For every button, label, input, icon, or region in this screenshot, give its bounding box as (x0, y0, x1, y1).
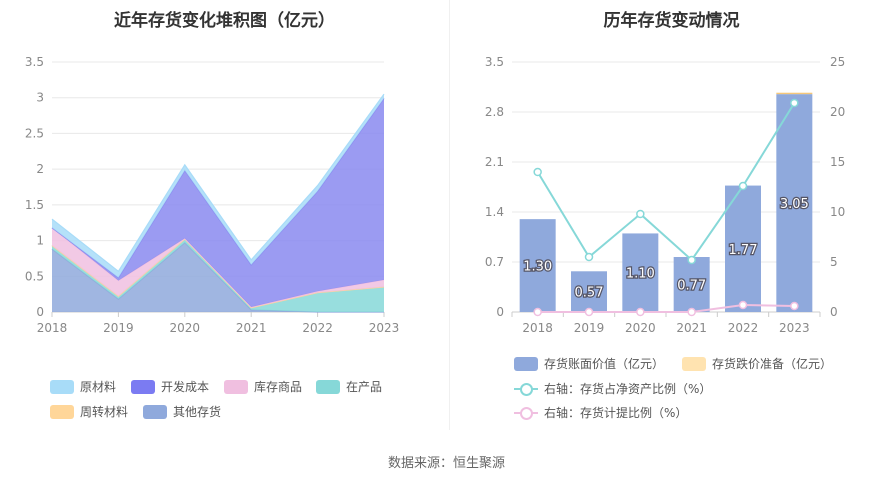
legend-label: 存货跌价准备（亿元） (712, 357, 833, 371)
line-point (738, 181, 748, 191)
legend-label: 其他存货 (173, 405, 222, 419)
line-point (584, 307, 594, 317)
x-tick-label: 2020 (170, 321, 201, 335)
legend-swatch (50, 379, 74, 394)
line-point (636, 307, 645, 317)
legend-item-work-in-progress[interactable]: 在产品 (316, 378, 382, 395)
legend-swatch (143, 404, 167, 419)
x-tick-label: 2023 (779, 321, 810, 335)
y2-tick-label: 25 (830, 55, 845, 69)
y2-tick-label: 0 (830, 305, 838, 319)
legend-label: 原材料 (80, 380, 117, 394)
legend-label: 右轴：存货计提比例（%） (544, 406, 688, 420)
line-point (533, 307, 542, 317)
bar-chart-title: 历年存货变动情况 (603, 11, 740, 31)
x-tick-label: 2021 (676, 321, 707, 335)
legend-swatch (131, 379, 155, 394)
line-point (584, 252, 594, 262)
x-tick-label: 2021 (236, 321, 267, 335)
legend-label: 右轴：存货占净资产比例（%） (544, 382, 712, 396)
y-tick-label: 1.5 (25, 198, 44, 212)
legend-item-turnover-materials[interactable]: 周转材料 (50, 403, 128, 420)
y-tick-label: 1.4 (485, 205, 504, 219)
y-tick-label: 0.5 (25, 269, 44, 283)
legend-item-inventory-goods[interactable]: 库存商品 (224, 378, 302, 395)
y2-tick-label: 15 (830, 155, 845, 169)
panel-divider (449, 0, 450, 430)
y-tick-label: 0 (496, 305, 504, 319)
y2-tick-label: 5 (830, 255, 838, 269)
legend-item-book-value[interactable]: 存货账面价值（亿元） (514, 355, 664, 372)
bar-data-label: 0.77 (677, 279, 706, 294)
area-series (52, 239, 384, 312)
x-tick-label: 2020 (625, 321, 656, 335)
bar-data-label: 1.77 (729, 243, 758, 258)
area-chart-title: 近年存货变化堆积图（亿元） (114, 11, 335, 31)
y-tick-label: 2.5 (25, 126, 44, 140)
bar-book-value (519, 219, 556, 312)
legend-label: 在产品 (346, 380, 383, 394)
y-tick-label: 0 (36, 305, 44, 319)
legend-swatch (682, 356, 706, 371)
y-tick-label: 3 (36, 91, 44, 105)
legend-line-swatch (514, 382, 538, 396)
legend-swatch (50, 404, 74, 419)
legend-label: 存货账面价值（亿元） (544, 357, 665, 371)
x-tick-label: 2018 (37, 321, 68, 335)
y-tick-label: 3.5 (25, 55, 44, 69)
line-point (790, 98, 799, 108)
x-tick-label: 2022 (728, 321, 759, 335)
y2-tick-label: 10 (830, 205, 845, 219)
legend-item-raw-material[interactable]: 原材料 (50, 378, 116, 395)
legend-item-provision-ratio[interactable]: 右轴：存货计提比例（%） (514, 404, 687, 421)
legend-swatch (514, 356, 538, 371)
bar-book-value (622, 233, 659, 312)
legend-label: 开发成本 (161, 380, 210, 394)
bar-data-label: 1.10 (626, 267, 655, 282)
y-tick-label: 3.5 (485, 55, 504, 69)
bar-book-value (776, 94, 813, 312)
legend-item-impairment[interactable]: 存货跌价准备（亿元） (682, 355, 832, 372)
legend-swatch (316, 379, 340, 394)
legend-swatch (224, 379, 248, 394)
y-tick-label: 2 (36, 162, 44, 176)
area-series (52, 98, 384, 307)
x-tick-label: 2019 (103, 321, 134, 335)
bar-impairment (776, 92, 813, 95)
y2-tick-label: 20 (830, 105, 845, 119)
bar-data-label: 3.05 (780, 197, 809, 212)
bar-book-value (725, 185, 761, 312)
x-tick-label: 2022 (302, 321, 333, 335)
line-point (636, 209, 645, 219)
line-series (537, 303, 795, 313)
line-point (790, 301, 799, 311)
y-tick-label: 2.8 (485, 105, 504, 119)
x-tick-label: 2018 (522, 321, 553, 335)
legend-item-development-cost[interactable]: 开发成本 (131, 378, 209, 395)
y-tick-label: 1 (36, 234, 44, 248)
line-point (533, 167, 542, 177)
legend-item-other-inventory[interactable]: 其他存货 (143, 403, 221, 420)
y-tick-label: 2.1 (485, 155, 504, 169)
data-source: 数据来源：恒生聚源 (387, 456, 505, 471)
legend-line-swatch (514, 406, 538, 420)
bar-book-value (571, 271, 607, 312)
line-point (738, 300, 748, 310)
line-series (536, 102, 796, 262)
legend-label: 周转材料 (80, 405, 129, 419)
bar-data-label: 0.57 (575, 286, 604, 301)
bar-data-label: 1.30 (523, 260, 552, 275)
bar-book-value (673, 257, 710, 312)
y-tick-label: 0.7 (485, 255, 504, 269)
line-point (687, 255, 696, 265)
line-point (687, 307, 696, 317)
legend-item-net-asset-ratio[interactable]: 右轴：存货占净资产比例（%） (514, 380, 711, 397)
area-chart: 0 0.5 1 1.5 2 2.5 3 3.5 2018 2019 2020 2021 2022 2023 (25, 55, 400, 335)
area-series-edge (51, 93, 385, 273)
legend-label: 库存商品 (254, 380, 303, 394)
bar-chart: 0 0.7 1.4 2.1 2.8 3.5 0 5 10 15 20 25 2018 2019 2020 20… (485, 55, 845, 335)
area-series (52, 242, 384, 312)
x-tick-label: 2023 (369, 321, 400, 335)
x-tick-label: 2019 (574, 321, 605, 335)
